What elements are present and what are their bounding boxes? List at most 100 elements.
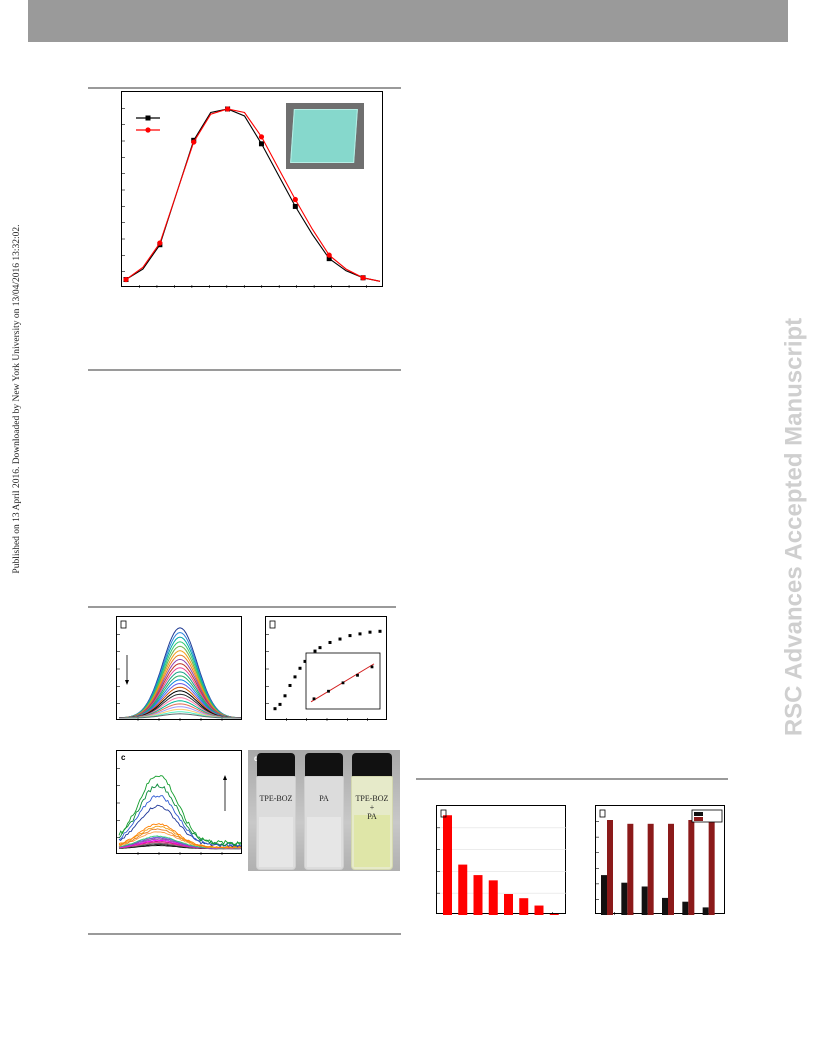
bar: [534, 905, 544, 915]
bar-maroon: [708, 820, 715, 915]
bar: [458, 864, 468, 915]
quench-point: [313, 649, 317, 653]
legend-marker-red: [145, 127, 151, 133]
series-marker-black: [258, 141, 264, 147]
titration-spectra-plot: [117, 620, 242, 721]
emission-curve: [118, 823, 242, 849]
inset-point: [327, 689, 330, 693]
bar-dark: [662, 897, 668, 915]
emission-curve: [118, 804, 242, 848]
emission-increase-plot: [117, 768, 242, 855]
quench-point: [328, 640, 332, 644]
titration-curve: [118, 650, 242, 719]
titration-curve: [119, 636, 241, 719]
quench-point: [348, 634, 352, 638]
emission-curve: [118, 775, 242, 846]
bar-chart-right-plot: [596, 809, 723, 915]
quench-point: [283, 694, 287, 698]
series-marker-red: [360, 275, 366, 281]
figure-rule: [88, 87, 401, 89]
bar: [519, 898, 529, 915]
inset-frame: [305, 652, 381, 710]
bar-maroon: [607, 820, 613, 915]
emission-spectrum-figure: [110, 91, 395, 303]
series-marker-black: [326, 256, 332, 262]
inset-point: [341, 681, 345, 685]
bar-chart-left: [436, 805, 568, 917]
bar-dark: [601, 875, 607, 915]
vials-photo: d TPE-BOZ PA TPE-BOZ + PA: [248, 750, 400, 871]
plot-frame: [595, 805, 725, 915]
quench-point: [278, 702, 282, 706]
panel-label-box: [440, 809, 447, 818]
figure-rule: [88, 606, 396, 608]
vial-label-pa: PA: [319, 794, 329, 803]
bar-dark: [702, 907, 709, 915]
bar: [504, 894, 513, 915]
legend-swatch-maroon: [694, 817, 703, 821]
bar: [488, 880, 498, 915]
figure-rule: [88, 369, 401, 371]
bar-dark: [621, 882, 628, 915]
bar: [549, 913, 559, 915]
bar-dark: [641, 886, 648, 915]
vial-tpe-boz: [256, 776, 296, 870]
vial-label-tpe-boz: TPE-BOZ: [259, 794, 293, 803]
film-photo: [286, 103, 364, 169]
titration-curve: [119, 713, 241, 719]
inset-point: [370, 665, 374, 669]
series-marker-red: [258, 134, 265, 140]
vial-pa: [304, 776, 344, 870]
accepted-manuscript-watermark: RSC Advances Accepted Manuscript: [772, 255, 816, 800]
quench-point: [293, 675, 297, 679]
quench-point: [303, 659, 307, 663]
bar-maroon: [627, 823, 634, 915]
vial-cap: [352, 753, 392, 777]
series-marker-red: [225, 106, 231, 112]
bar-chart-left-plot: [437, 809, 567, 915]
series-marker-red: [191, 139, 197, 145]
series-marker-red: [292, 196, 298, 203]
quench-point: [288, 683, 292, 687]
inset-point: [356, 673, 359, 677]
bar-maroon: [647, 823, 654, 915]
quench-point: [368, 630, 372, 634]
emission-curve: [118, 783, 242, 847]
series-marker-red: [123, 276, 129, 283]
panel-b: [265, 616, 389, 722]
vial-cap: [257, 753, 295, 777]
figure-rule: [88, 933, 401, 935]
series-marker-black: [292, 203, 298, 209]
bar-chart-right: [595, 805, 727, 917]
emission-spectrum-plot: [122, 106, 381, 288]
panel-c: c: [116, 750, 244, 856]
quench-point: [378, 629, 382, 633]
titration-curve: [119, 631, 241, 719]
panel-label-b-box: [269, 620, 276, 629]
quench-point: [273, 707, 277, 711]
quench-point: [298, 666, 302, 670]
publication-note: Published on 13 April 2016. Downloaded b…: [12, 120, 23, 680]
emission-curve: [118, 835, 242, 849]
titration-curve: [119, 671, 241, 719]
vial-cap: [305, 753, 343, 777]
quenching-plot: [266, 620, 382, 721]
publication-note-text: Published on 13 April 2016. Downloaded b…: [12, 224, 22, 574]
figure-rule: [416, 778, 728, 780]
titration-curve: [119, 667, 241, 719]
inset-point: [312, 697, 316, 701]
legend-marker-black: [145, 115, 151, 121]
series-marker-red: [326, 252, 332, 258]
fluorescent-film: [290, 109, 358, 163]
panel-a: [116, 616, 244, 722]
decrease-arrow-head: [125, 680, 129, 685]
vial-label-plus: +: [369, 803, 375, 812]
plot-frame: [265, 616, 387, 721]
plot-frame: [116, 616, 242, 721]
bar-maroon: [688, 820, 695, 915]
panel-label-a-box: [120, 620, 127, 629]
series-marker-red: [157, 240, 163, 246]
panel-label-box: [599, 809, 606, 818]
vial-label-mixture-top: TPE-BOZ: [355, 794, 389, 803]
bar: [443, 815, 452, 915]
